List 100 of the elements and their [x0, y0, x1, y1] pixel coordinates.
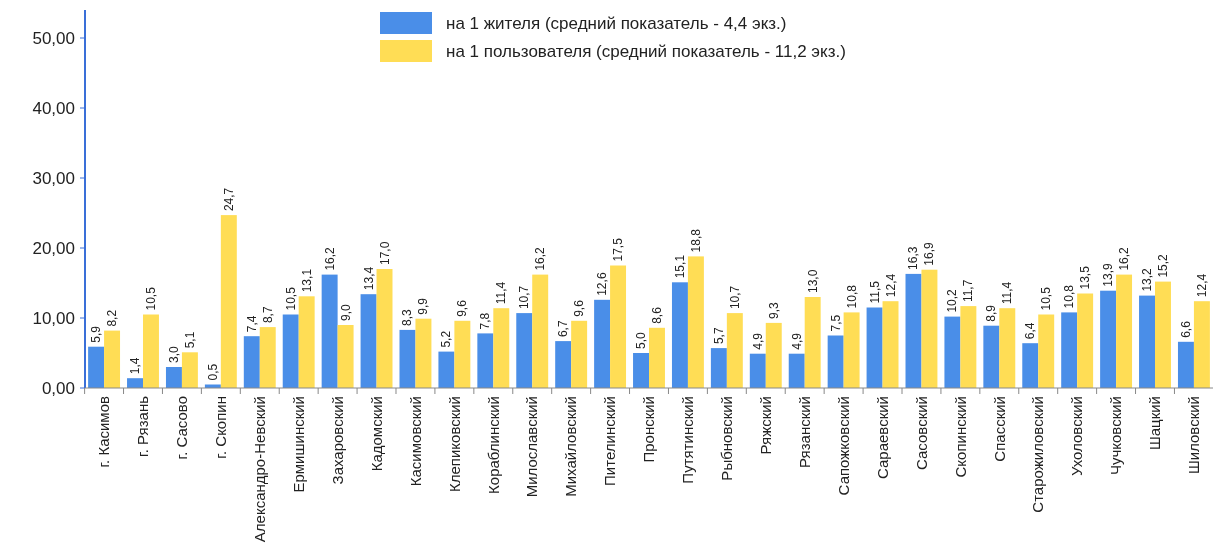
bar: [555, 341, 572, 388]
x-tick-label: Старожиловский: [1029, 396, 1047, 513]
data-label: 5,0: [634, 331, 649, 349]
data-label: 11,4: [1000, 281, 1015, 305]
bar: [1038, 314, 1055, 388]
bar: [259, 327, 276, 388]
bar: [532, 274, 549, 388]
data-label: 8,3: [400, 308, 415, 326]
data-label: 17,0: [377, 241, 392, 265]
bar: [882, 301, 899, 388]
x-tick-label: Сасовский: [912, 396, 930, 470]
data-label: 10,5: [143, 286, 158, 311]
bar: [843, 312, 860, 388]
x-tick-label: Ряжский: [757, 396, 775, 455]
data-label: 8,9: [984, 304, 999, 322]
data-label: 12,4: [883, 273, 898, 298]
x-tick-label: Клепиковский: [445, 396, 463, 493]
x-tick-label: Милославский: [523, 396, 541, 498]
x-tick-label: Захаровский: [328, 396, 346, 485]
data-label: 9,6: [572, 299, 587, 317]
bar: [999, 308, 1016, 388]
x-tick-label: Касимовский: [406, 396, 424, 487]
data-label: 9,9: [416, 297, 431, 315]
legend-label: на 1 пользователя (средний показатель - 11,2 экз.): [446, 41, 846, 61]
x-tick-label: г. Сасово: [173, 396, 191, 460]
bar: [960, 306, 977, 388]
x-tick-label: Кадомский: [367, 396, 385, 472]
data-label: 15,1: [672, 254, 687, 279]
bar: [649, 327, 665, 388]
data-label: 16,2: [533, 246, 548, 271]
x-tick-label: г. Скопин: [212, 396, 230, 459]
data-label: 12,4: [1194, 273, 1209, 298]
data-label: 10,2: [945, 288, 960, 313]
bar: [671, 282, 688, 388]
bar: [415, 318, 432, 388]
data-label: 13,0: [805, 269, 820, 293]
bar: [827, 335, 844, 388]
data-label: 16,2: [1117, 246, 1132, 271]
bar: [726, 313, 743, 388]
bar: [1139, 295, 1156, 388]
y-tick-label: 50,00: [32, 28, 75, 48]
x-tick-label: Сапожковский: [834, 396, 852, 496]
bar: [127, 378, 143, 388]
data-label: 9,6: [455, 299, 470, 317]
bar: [360, 294, 377, 388]
data-label: 0,5: [205, 363, 220, 381]
x-tick-label: Рыбновский: [718, 396, 736, 481]
data-label: 5,9: [89, 325, 104, 343]
data-label: 8,2: [105, 309, 120, 327]
data-label: 9,3: [766, 301, 781, 319]
bar: [788, 353, 805, 388]
bar: [493, 308, 510, 388]
bar: [633, 353, 649, 388]
bar: [905, 273, 922, 388]
data-label: 13,5: [1078, 265, 1093, 290]
bar: [1022, 343, 1039, 388]
data-label: 8,7: [260, 306, 275, 324]
data-label: 11,7: [961, 279, 976, 303]
bar: [571, 320, 588, 388]
data-label: 9,0: [338, 303, 353, 321]
bar: [1155, 281, 1171, 388]
data-label: 16,2: [322, 246, 337, 271]
data-label: 18,8: [688, 228, 703, 253]
x-tick-label: Пителинский: [601, 396, 619, 486]
bar: [243, 336, 260, 388]
x-tick-label: Спасский: [990, 396, 1008, 462]
data-label: 6,6: [1178, 320, 1193, 338]
y-tick-label: 40,00: [32, 98, 75, 118]
data-label: 16,3: [906, 246, 921, 270]
data-label: 10,8: [1062, 284, 1077, 309]
x-tick-label: Кораблинский: [484, 396, 502, 494]
data-label: 13,1: [299, 268, 314, 293]
data-label: 7,8: [478, 312, 493, 330]
data-label: 1,4: [128, 357, 143, 375]
y-tick-label: 20,00: [32, 238, 75, 258]
data-label: 13,9: [1101, 263, 1116, 287]
bar: [181, 352, 198, 388]
bar: [710, 348, 727, 388]
data-label: 3,0: [166, 345, 181, 363]
data-label: 5,2: [439, 330, 454, 348]
bar: [477, 333, 494, 388]
x-tick-label: Александро-Невский: [251, 396, 269, 543]
bar: [866, 307, 883, 388]
bar: [749, 353, 766, 388]
bar: [983, 325, 1000, 388]
x-tick-label: Пронский: [640, 396, 658, 463]
y-tick-label: 10,00: [32, 308, 75, 328]
data-label: 6,7: [556, 320, 571, 338]
data-label: 24,7: [221, 187, 236, 212]
bar: [516, 313, 533, 388]
bar: [104, 330, 121, 388]
bar: [143, 314, 159, 388]
bar: [454, 320, 471, 388]
bar: [1193, 301, 1210, 388]
x-tick-label: Ермишинский: [289, 396, 307, 493]
bar: [337, 325, 354, 388]
data-label: 13,4: [361, 266, 376, 291]
bar: [610, 265, 627, 388]
x-tick-label: Михайловский: [562, 396, 580, 497]
bar: [1100, 290, 1117, 388]
